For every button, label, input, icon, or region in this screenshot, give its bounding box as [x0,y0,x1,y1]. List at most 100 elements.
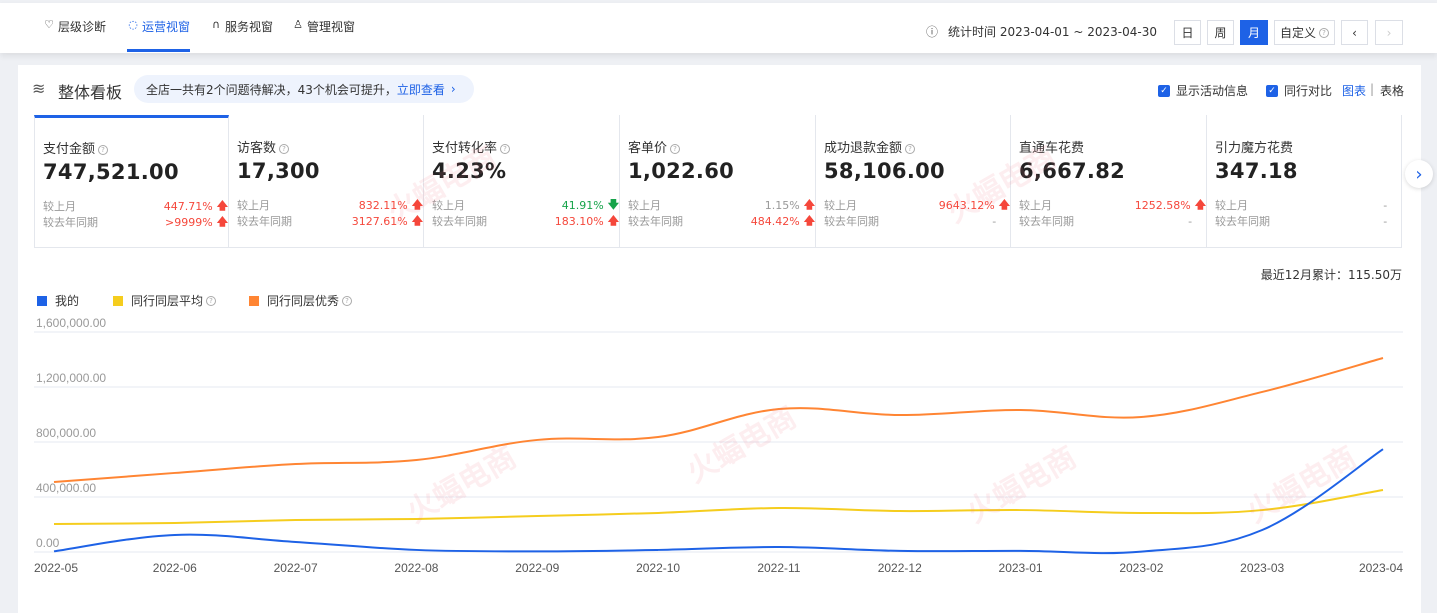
arrow-up-icon: 🡅 [607,213,619,227]
compare-value: 484.42% [750,214,800,228]
metrics-next-button[interactable]: › [1405,160,1433,188]
compare-label: 较上月 [237,199,270,212]
period-day-button[interactable]: 日 [1174,20,1201,45]
y-tick-label: 0.00 [36,536,60,550]
arrow-up-icon: 🡅 [998,197,1010,211]
metric-title: 支付转化率 [432,141,498,156]
metric-card[interactable]: 成功退款金额? 58,106.00 较上月 9643.12% 🡅 较去年同期 - [816,115,1011,248]
tab-label: 服务视窗 [225,20,274,34]
metric-compare-row: 较上月 447.71% 🡅 [43,198,228,214]
metric-card[interactable]: 支付转化率? 4.23% 较上月 41.91% 🡇 较去年同期 183.10% 🡅 [424,115,620,248]
x-tick-label: 2023-02 [1119,561,1163,575]
compare-value: 1252.58% [1134,198,1191,212]
metric-card[interactable]: 客单价? 1,022.60 较上月 1.15% 🡅 较去年同期 484.42% 🡅 [620,115,816,248]
help-icon[interactable]: ? [500,144,511,154]
y-tick-label: 1,600,000.00 [36,316,106,330]
help-icon[interactable]: ? [905,144,916,154]
metric-compare-row: 较上月 1252.58% 🡅 [1019,197,1206,213]
metric-compare-row: 较去年同期 484.42% 🡅 [628,213,815,229]
arrow-up-icon: 🡅 [803,197,815,211]
y-tick-label: 1,200,000.00 [36,371,106,385]
series-line-2 [53,357,1384,484]
metric-card[interactable]: 访客数? 17,300 较上月 832.11% 🡅 较去年同期 3127.61% 🡅 [229,115,424,248]
notice-pill: 全店一共有2个问题待解决，43个机会可提升， 立即查看 › [134,75,474,103]
view-table-toggle[interactable]: 表格 [1380,84,1405,98]
view-chart-toggle[interactable]: 图表 [1342,84,1367,98]
compare-label: 较上月 [43,200,76,213]
compare-label: 较上月 [1019,199,1052,212]
metric-title: 访客数 [237,141,277,156]
metric-title: 成功退款金额 [824,141,903,156]
peer-compare-checkbox[interactable]: ✓ 同行对比 [1266,82,1332,99]
legend-label: 我的 [55,294,80,308]
chevron-right-icon: › [450,82,456,96]
series-line-1 [53,489,1384,525]
chevron-right-icon: › [1386,25,1392,40]
check-icon: ✓ [1266,84,1278,97]
legend-item[interactable]: 我的 [37,292,79,309]
y-tick-label: 400,000.00 [36,481,96,495]
board-title: 整体看板 [58,83,123,102]
shield-check-icon: ◌ [128,18,138,31]
tab-3[interactable]: ♙ 管理视窗 [292,18,355,52]
legend-item[interactable]: 同行同层平均? [113,292,217,309]
legend-swatch [249,295,259,306]
compare-value: 1.15% [764,198,800,212]
period-week-button[interactable]: 周 [1207,20,1234,45]
compare-value: 832.11% [358,198,408,212]
arrow-up-icon: 🡅 [1194,197,1206,211]
help-icon[interactable]: ? [670,144,681,154]
tab-2[interactable]: ∩ 服务视窗 [210,18,273,52]
compare-label: 较去年同期 [628,215,683,228]
series-line-0 [53,448,1384,555]
view-now-link[interactable]: 立即查看 [396,82,445,97]
metric-value: 17,300 [237,159,320,183]
x-tick-label: 2022-12 [878,561,922,575]
metric-card[interactable]: 直通车花费 6,667.82 较上月 1252.58% 🡅 较去年同期 - [1011,115,1207,248]
x-tick-label: 2023-03 [1240,561,1284,575]
layers-icon: ≋ [32,79,46,98]
cumulative-total: 最近12月累计：115.50万 [1260,268,1402,282]
compare-value: 3127.61% [351,214,408,228]
compare-label: 较去年同期 [237,215,292,228]
headset-icon: ∩ [211,18,221,31]
arrow-up-icon: 🡅 [216,198,228,212]
help-icon[interactable]: ? [279,144,290,154]
help-icon[interactable]: ? [98,145,109,155]
metric-value: 58,106.00 [824,159,945,183]
metric-value: 747,521.00 [43,160,179,184]
metric-value: 347.18 [1215,159,1298,183]
compare-value: - [1188,214,1193,228]
metric-compare-row: 较去年同期 3127.61% 🡅 [237,213,423,229]
help-icon: ? [206,295,217,306]
compare-label: 较上月 [628,199,661,212]
chevron-right-icon: › [1415,163,1423,185]
metric-card[interactable]: 支付金额? 747,521.00 较上月 447.71% 🡅 较去年同期 >9999% 🡅 [34,115,229,248]
metric-compare-row: 较上月 1.15% 🡅 [628,197,815,213]
check-icon: ✓ [1158,84,1170,97]
metric-card[interactable]: 引力魔方花费 347.18 较上月 - 较去年同期 - [1207,115,1402,248]
period-month-button[interactable]: 月 [1240,20,1268,45]
tab-1[interactable]: ◌ 运营视窗 [127,18,191,52]
compare-value: - [1383,214,1388,228]
legend-swatch [113,295,123,306]
metric-compare-row: 较去年同期 - [1019,213,1206,229]
next-period-button[interactable]: › [1375,20,1403,45]
arrow-down-icon: 🡇 [607,197,619,211]
tab-0[interactable]: ♡ 层级诊断 [43,18,106,52]
legend-item[interactable]: 同行同层优秀? [249,292,353,309]
x-tick-label: 2022-06 [153,561,197,575]
prev-period-button[interactable]: ‹ [1341,20,1368,45]
compare-value: >9999% [165,215,213,229]
peer-compare-label: 同行对比 [1284,84,1333,98]
period-custom-button[interactable]: 自定义? [1274,20,1335,45]
tab-label: 管理视窗 [307,20,356,34]
metric-title: 支付金额 [43,142,96,157]
x-tick-label: 2022-05 [34,561,78,575]
top-bar: ♡ 层级诊断 ◌ 运营视窗 ∩ 服务视窗 ♙ 管理视窗 ⓘ 统计时间 2023-04-01 ~… [0,3,1437,53]
compare-value: 41.91% [561,198,604,212]
stat-time: 统计时间 2023-04-01 ~ 2023-04-30 [948,25,1157,39]
show-activity-checkbox[interactable]: ✓ 显示活动信息 [1158,82,1248,99]
compare-value: 9643.12% [938,198,995,212]
